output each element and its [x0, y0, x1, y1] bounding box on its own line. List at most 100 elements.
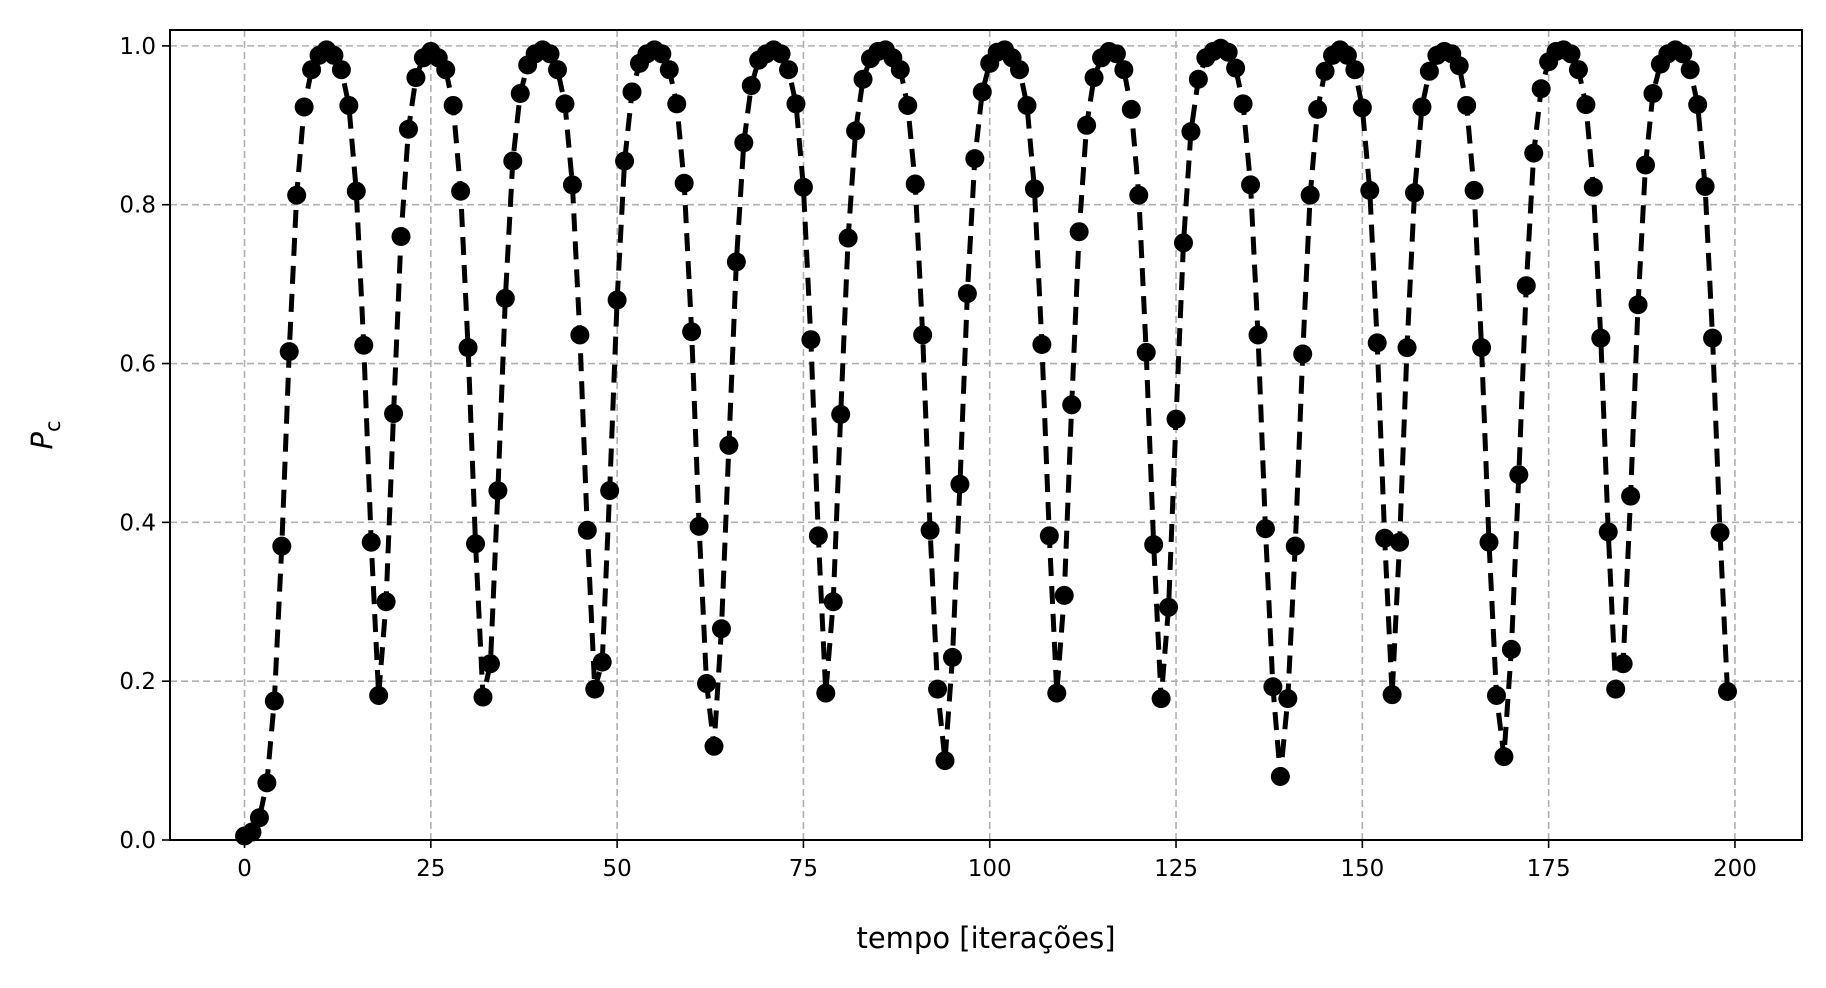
data-point: [264, 691, 284, 711]
data-point: [689, 516, 709, 536]
data-point: [1136, 342, 1156, 362]
data-point: [406, 68, 426, 88]
data-point: [1077, 115, 1097, 135]
data-point: [466, 534, 486, 554]
data-point: [1606, 679, 1626, 699]
data-point: [1010, 60, 1030, 80]
x-tick-label: 0: [237, 856, 252, 882]
x-tick-label: 25: [416, 856, 445, 882]
data-point: [376, 592, 396, 612]
data-point: [1352, 98, 1372, 118]
data-point: [935, 751, 955, 771]
data-point: [734, 133, 754, 153]
data-point: [957, 284, 977, 304]
data-point: [1717, 682, 1737, 701]
data-point: [480, 654, 500, 674]
data-point: [577, 520, 597, 540]
data-point: [302, 60, 322, 80]
x-tick-label: 175: [1527, 856, 1571, 882]
data-point: [451, 181, 471, 201]
data-point: [853, 69, 873, 89]
data-point: [711, 619, 731, 639]
y-tick-label: 0.0: [119, 828, 156, 854]
data-point: [1144, 535, 1164, 555]
data-point: [801, 330, 821, 350]
data-point: [1479, 532, 1499, 552]
series-line: [243, 45, 1730, 839]
data-point: [1345, 60, 1365, 80]
y-axis-label: Pc: [25, 420, 65, 449]
data-point: [1397, 338, 1417, 358]
data-point: [1598, 522, 1618, 542]
data-point: [1337, 45, 1357, 65]
data-point: [1226, 58, 1246, 78]
data-point: [1360, 180, 1380, 200]
data-point: [674, 173, 694, 193]
data-point: [443, 95, 463, 115]
data-point: [1062, 395, 1082, 415]
data-point: [1695, 176, 1715, 196]
data-point: [1375, 528, 1395, 548]
data-point: [607, 290, 627, 310]
data-point: [339, 95, 359, 115]
data-point: [1457, 95, 1477, 115]
data-point: [1181, 122, 1201, 142]
data-point: [786, 94, 806, 114]
data-point: [1315, 61, 1335, 81]
data-point: [1255, 519, 1275, 539]
data-point: [1173, 233, 1193, 253]
data-point: [279, 342, 299, 362]
data-point: [890, 60, 910, 80]
x-tick-label: 75: [789, 856, 818, 882]
x-tick-label: 50: [602, 856, 631, 882]
data-point: [1390, 532, 1410, 552]
data-point: [972, 82, 992, 102]
data-point: [1188, 69, 1208, 89]
data-point: [1636, 155, 1656, 175]
data-point: [928, 679, 948, 699]
data-point: [391, 226, 411, 246]
data-point: [1673, 44, 1693, 64]
data-point: [1464, 180, 1484, 200]
data-point: [1293, 344, 1313, 364]
data-point: [1613, 654, 1633, 674]
data-point: [600, 481, 620, 501]
data-point: [1248, 325, 1268, 345]
data-point: [659, 60, 679, 80]
data-point: [1308, 99, 1328, 119]
x-tick-label: 150: [1340, 856, 1384, 882]
data-point: [1054, 585, 1074, 605]
y-tick-label: 0.6: [119, 352, 156, 378]
data-point: [257, 773, 277, 793]
data-point: [1516, 276, 1536, 296]
data-point: [1449, 56, 1469, 76]
data-point: [488, 481, 508, 501]
data-point: [1017, 95, 1037, 115]
data-point: [495, 288, 515, 308]
data-point: [898, 95, 918, 115]
data-point: [555, 94, 575, 114]
x-tick-label: 125: [1154, 856, 1198, 882]
data-point: [585, 679, 605, 699]
data-point: [1263, 677, 1283, 697]
data-point: [1032, 334, 1052, 354]
data-point: [458, 338, 478, 358]
data-point: [1367, 333, 1387, 353]
data-point: [1494, 747, 1514, 767]
data-point: [1710, 523, 1730, 543]
data-point: [1524, 143, 1544, 163]
data-point: [1039, 526, 1059, 546]
data-point: [1568, 60, 1588, 80]
data-point: [473, 687, 493, 707]
data-point: [540, 44, 560, 64]
data-point: [1233, 94, 1253, 114]
data-point: [697, 674, 717, 694]
data-point: [592, 652, 612, 672]
data-point: [1218, 42, 1238, 62]
y-axis-ticks: 0.0 0.2 0.4 0.6 0.8 1.0: [119, 34, 170, 854]
data-point: [1703, 328, 1723, 348]
data-point: [838, 228, 858, 248]
data-point: [1300, 185, 1320, 205]
data-point: [905, 174, 925, 194]
